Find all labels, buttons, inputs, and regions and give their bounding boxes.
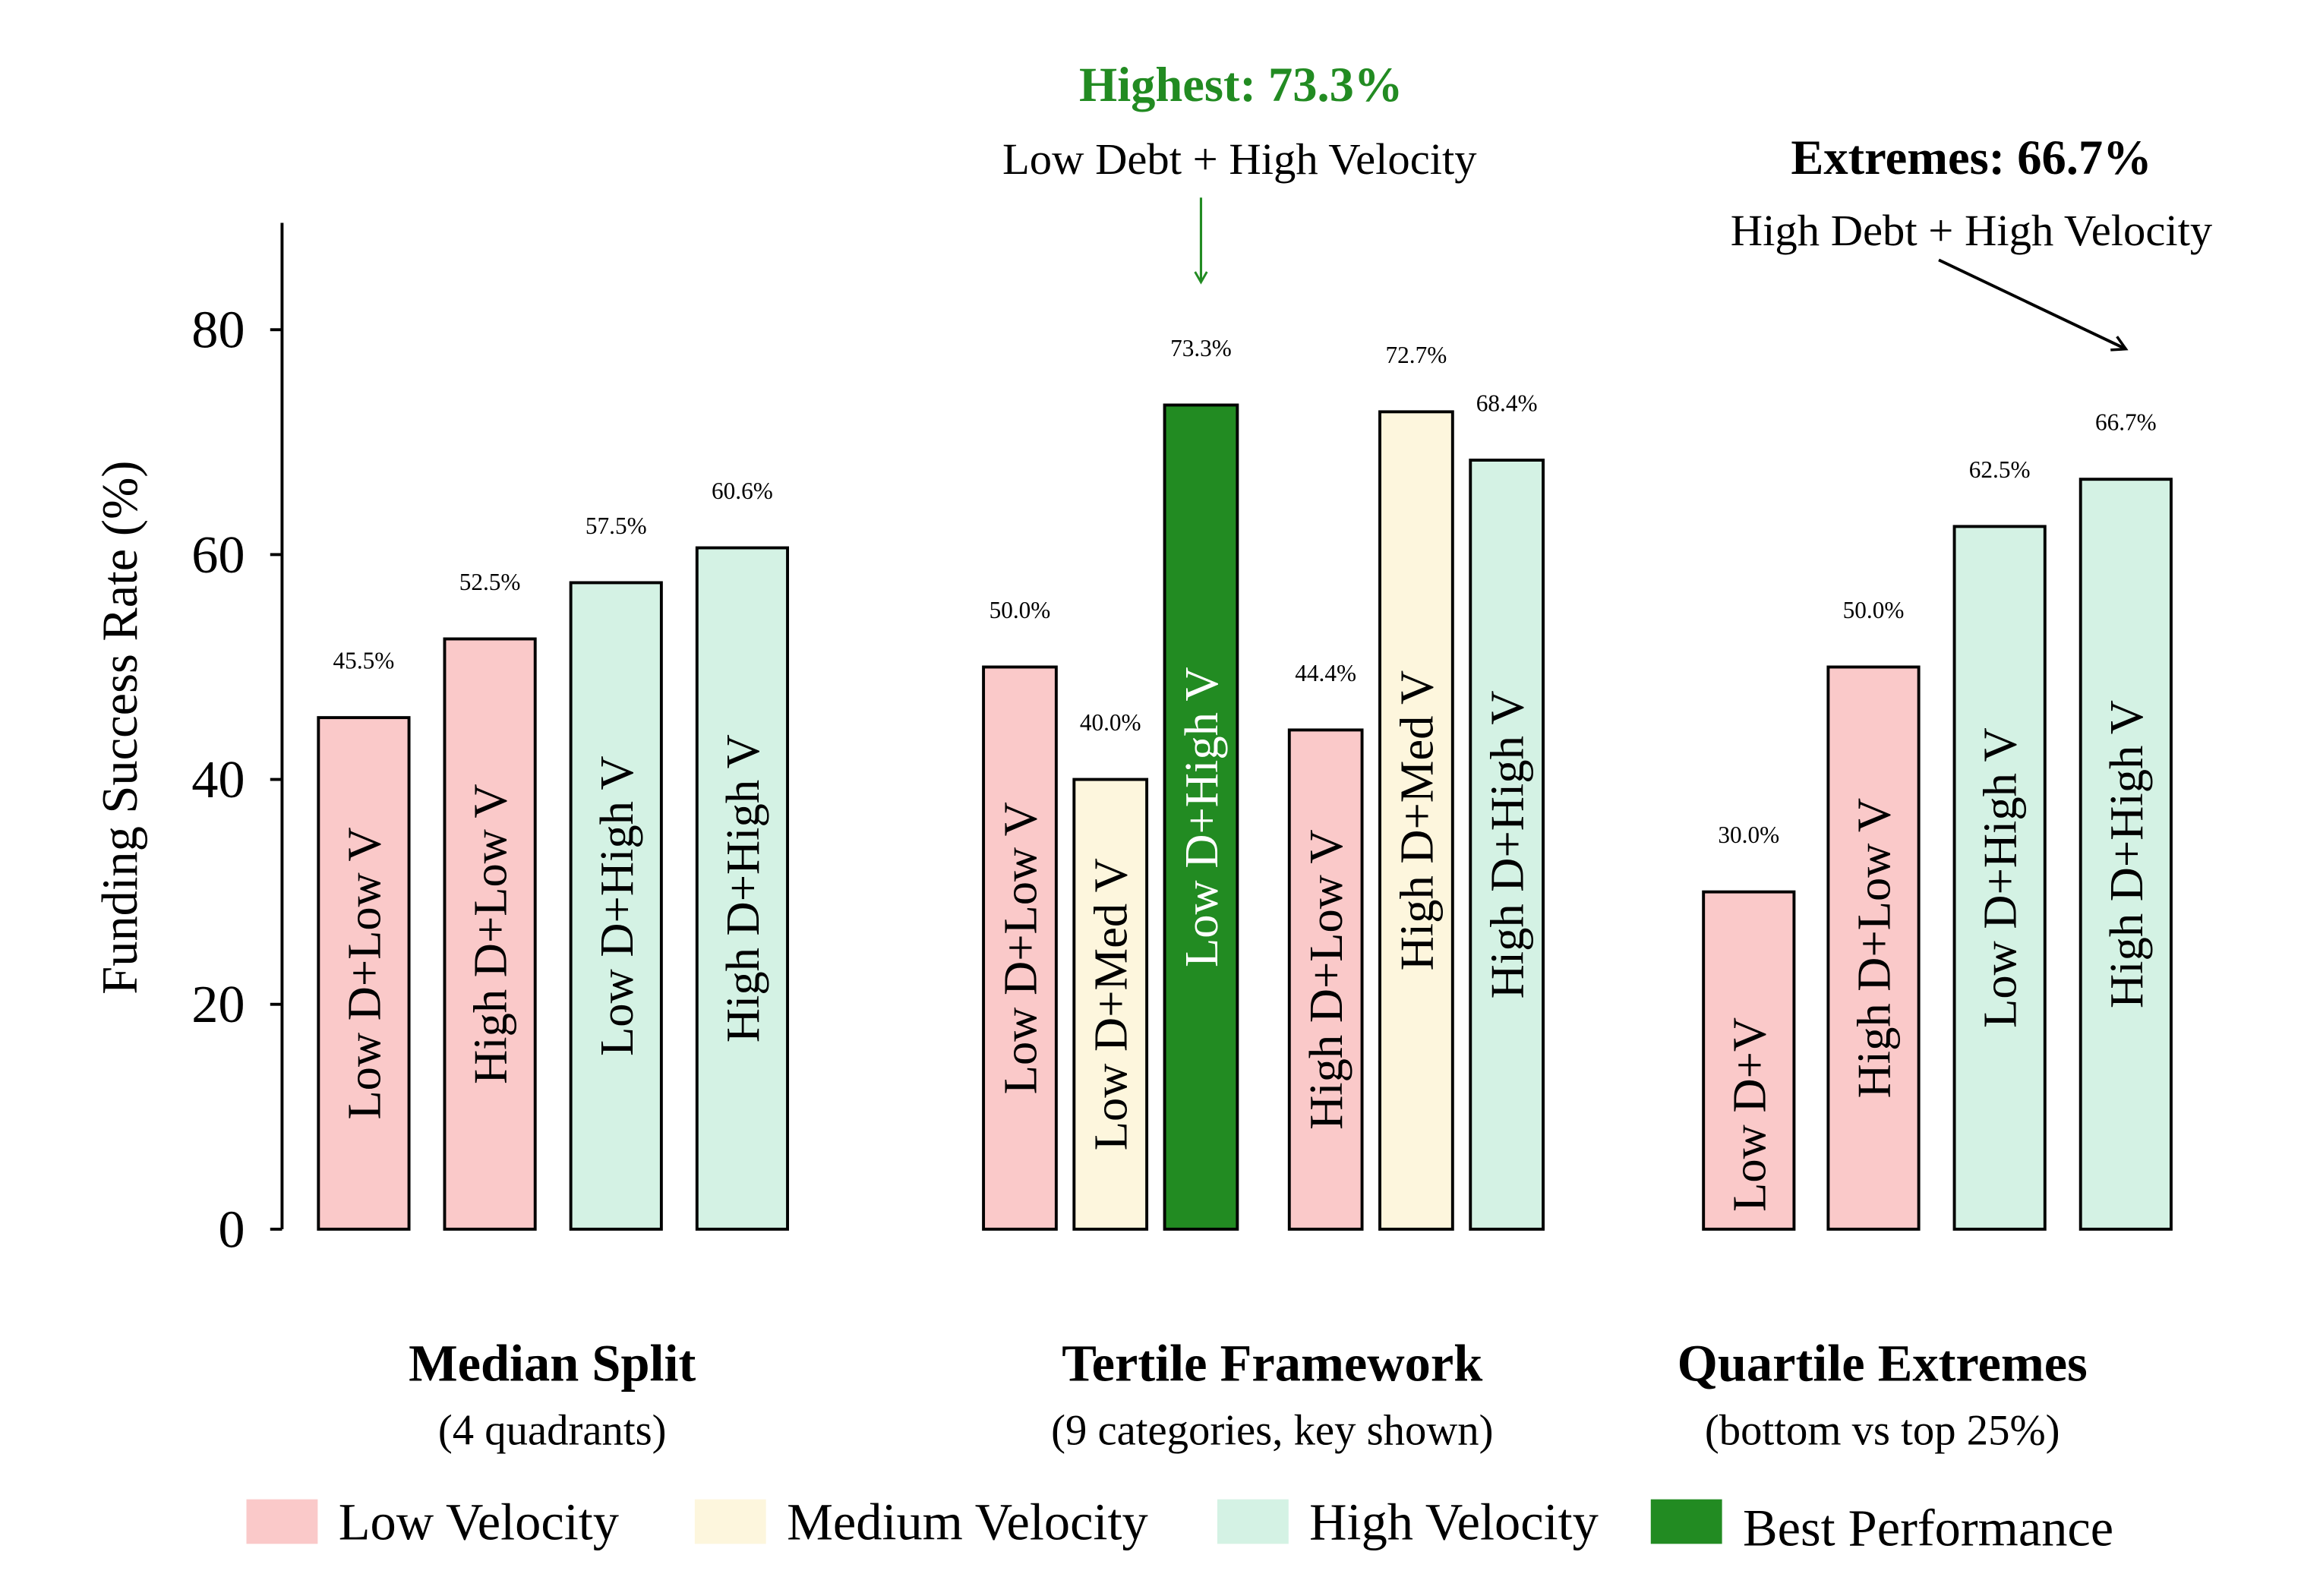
legend-swatch: [694, 1499, 766, 1544]
legend: Low Velocity Medium Velocity High Velocity…: [246, 1493, 2113, 1557]
bar-value-label: 30.0%: [1718, 822, 1779, 848]
bar-category-label: High D+High V: [2100, 700, 2153, 1008]
bar: [982, 665, 1058, 1231]
annotation-highest-title: Highest: 73.3%: [1079, 58, 1403, 112]
bar: [1702, 890, 1796, 1231]
bar-category-label: Low D+Low V: [993, 802, 1046, 1094]
bar: [443, 637, 537, 1231]
annotation-extremes-text: High Debt + High Velocity: [1731, 206, 2213, 255]
legend-swatch: [1650, 1499, 1722, 1544]
bar-value-label: 44.4%: [1295, 660, 1356, 686]
bar-value-label: 50.0%: [990, 597, 1051, 623]
bar: [2078, 478, 2173, 1231]
bar-value-label: 66.7%: [2095, 409, 2157, 436]
group-title: Median Split: [409, 1334, 696, 1392]
bar: [1163, 403, 1239, 1231]
bar-category-label: Low D+High V: [1974, 727, 2027, 1028]
bar-category-label: Low D+Low V: [337, 827, 390, 1119]
bar-value-label: 50.0%: [1843, 597, 1905, 623]
bar-category-label: High D+Low V: [1848, 798, 1901, 1099]
bar-category-label: Low D+High V: [1175, 667, 1228, 967]
bar-value-label: 73.3%: [1170, 335, 1232, 361]
annotation-highest: Highest: 73.3% Low Debt + High Velocity: [1002, 58, 1477, 285]
bar: [569, 581, 663, 1231]
bar-category-label: High D+Low V: [1299, 829, 1353, 1130]
bar-value-label: 68.4%: [1476, 390, 1538, 417]
bar-category-label: Low D+Med V: [1084, 858, 1138, 1150]
bar-value-label: 40.0%: [1080, 709, 1141, 736]
y-tick-label: 80: [191, 301, 245, 360]
annotation-highest-text: Low Debt + High Velocity: [1002, 134, 1477, 184]
bar-value-label: 57.5%: [586, 513, 647, 539]
bar: [695, 546, 789, 1231]
bar: [317, 716, 411, 1231]
bar-category-label: High D+High V: [716, 734, 769, 1042]
bar-value-label: 62.5%: [1969, 456, 2031, 483]
bar-category-label: High D+Med V: [1390, 670, 1443, 971]
bar-category-label: High D+High V: [1481, 690, 1534, 998]
bar: [1826, 665, 1921, 1231]
group-subtitle: (bottom vs top 25%): [1705, 1406, 2060, 1454]
legend-swatch: [1217, 1499, 1289, 1544]
legend-swatch: [246, 1499, 318, 1544]
group-title: Tertile Framework: [1062, 1334, 1482, 1392]
bar: [1072, 777, 1149, 1231]
bar-category-label: Low D+V: [1722, 1017, 1775, 1212]
bar-value-label: 72.7%: [1386, 342, 1447, 368]
bar: [1287, 728, 1364, 1231]
group-title: Quartile Extremes: [1678, 1334, 2088, 1392]
legend-label: Low Velocity: [339, 1493, 619, 1550]
annotation-extremes-title: Extremes: 66.7%: [1791, 131, 2151, 185]
bar-category-label: Low D+High V: [590, 755, 643, 1056]
y-tick-label: 0: [218, 1200, 245, 1259]
bar-value-label: 52.5%: [459, 569, 521, 595]
bar-value-label: 45.5%: [333, 648, 395, 674]
y-axis-label: Funding Success Rate (%): [93, 461, 148, 995]
bar: [1469, 459, 1545, 1231]
bar-category-label: High D+Low V: [464, 784, 517, 1084]
legend-label: Medium Velocity: [787, 1493, 1148, 1550]
bar: [1952, 525, 2047, 1231]
annotation-extremes: Extremes: 66.7% High Debt + High Velocit…: [1731, 131, 2213, 352]
annotation-extremes-arrow: [1938, 258, 2129, 352]
legend-label: High Velocity: [1309, 1493, 1599, 1550]
bar: [1378, 410, 1454, 1231]
y-tick-label: 20: [191, 975, 245, 1034]
legend-label: Best Performance: [1743, 1499, 2113, 1557]
group-subtitle: (4 quadrants): [438, 1406, 667, 1454]
y-tick-label: 60: [191, 525, 245, 585]
group-subtitle: (9 categories, key shown): [1051, 1406, 1493, 1454]
bar-value-label: 60.6%: [712, 478, 773, 504]
y-tick-label: 40: [191, 750, 245, 809]
